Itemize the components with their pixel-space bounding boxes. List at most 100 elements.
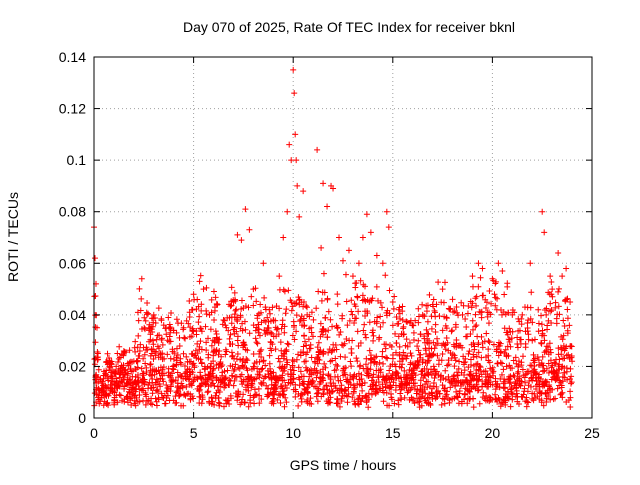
data-point bbox=[315, 349, 322, 356]
data-point bbox=[189, 306, 196, 313]
data-point bbox=[341, 388, 348, 395]
data-point bbox=[166, 333, 173, 340]
data-point bbox=[555, 370, 562, 377]
data-point bbox=[398, 330, 405, 337]
data-point bbox=[490, 341, 497, 348]
data-point bbox=[272, 346, 279, 353]
data-point bbox=[186, 298, 193, 305]
axes: 0 5 10 15 20 25 0 0.02 0.04 0.06 0.08 0.1 0.12 0.14 bbox=[59, 49, 600, 441]
data-point bbox=[290, 318, 297, 325]
data-point bbox=[515, 368, 522, 375]
data-point bbox=[359, 292, 366, 299]
data-point bbox=[344, 399, 351, 406]
data-point bbox=[351, 398, 358, 405]
data-point bbox=[459, 311, 466, 318]
data-point bbox=[399, 303, 406, 310]
data-point bbox=[164, 351, 171, 358]
data-point bbox=[498, 348, 505, 355]
data-point bbox=[273, 384, 280, 391]
data-point bbox=[124, 395, 131, 402]
data-point bbox=[324, 386, 331, 393]
data-point bbox=[308, 324, 315, 331]
data-point bbox=[503, 363, 510, 370]
data-point bbox=[205, 351, 212, 358]
data-point bbox=[355, 343, 362, 350]
data-point bbox=[545, 383, 552, 390]
data-point bbox=[234, 231, 241, 238]
data-point bbox=[424, 330, 431, 337]
data-point bbox=[241, 318, 248, 325]
data-point bbox=[105, 392, 112, 399]
data-point bbox=[358, 371, 365, 378]
data-point bbox=[282, 394, 289, 401]
data-point bbox=[565, 351, 572, 358]
data-point bbox=[189, 328, 196, 335]
data-point bbox=[275, 355, 282, 362]
data-point bbox=[138, 379, 145, 386]
data-point bbox=[530, 357, 537, 364]
data-point bbox=[410, 367, 417, 374]
data-point bbox=[438, 342, 445, 349]
data-point bbox=[568, 342, 575, 349]
data-point bbox=[432, 329, 439, 336]
data-point bbox=[560, 317, 567, 324]
data-point bbox=[419, 301, 426, 308]
data-point bbox=[147, 336, 154, 343]
data-point bbox=[158, 336, 165, 343]
data-point bbox=[423, 308, 430, 315]
data-point bbox=[149, 390, 156, 397]
data-point bbox=[157, 364, 164, 371]
data-point bbox=[303, 398, 310, 405]
data-point bbox=[384, 402, 391, 409]
data-point bbox=[155, 354, 162, 361]
data-point bbox=[386, 367, 393, 374]
data-point bbox=[143, 309, 150, 316]
data-point bbox=[135, 383, 142, 390]
data-point bbox=[126, 389, 133, 396]
data-point bbox=[119, 379, 126, 386]
data-point bbox=[568, 343, 575, 350]
data-point bbox=[419, 359, 426, 366]
data-point bbox=[561, 322, 568, 329]
data-point bbox=[458, 398, 465, 405]
data-point bbox=[485, 352, 492, 359]
data-point bbox=[534, 393, 541, 400]
data-point bbox=[196, 400, 203, 407]
data-point bbox=[343, 392, 350, 399]
data-point bbox=[277, 383, 284, 390]
data-point bbox=[165, 365, 172, 372]
data-point bbox=[155, 305, 162, 312]
data-point bbox=[490, 368, 497, 375]
data-point bbox=[538, 321, 545, 328]
data-point bbox=[565, 397, 572, 404]
data-point bbox=[479, 378, 486, 385]
data-point bbox=[258, 366, 265, 373]
data-point bbox=[492, 375, 499, 382]
data-point bbox=[469, 317, 476, 324]
data-point bbox=[305, 336, 312, 343]
data-point bbox=[245, 304, 252, 311]
data-point bbox=[372, 382, 379, 389]
data-point bbox=[208, 394, 215, 401]
data-point bbox=[501, 384, 508, 391]
data-point bbox=[384, 372, 391, 379]
data-point bbox=[213, 389, 220, 396]
data-point bbox=[214, 301, 221, 308]
data-point bbox=[251, 360, 258, 367]
data-point bbox=[421, 386, 428, 393]
data-point bbox=[559, 394, 566, 401]
data-point bbox=[102, 392, 109, 399]
y-tick-label: 0.04 bbox=[59, 307, 86, 323]
data-point bbox=[91, 390, 98, 397]
data-point bbox=[504, 329, 511, 336]
data-point bbox=[504, 393, 511, 400]
data-point bbox=[547, 346, 554, 353]
data-point bbox=[91, 255, 98, 262]
data-point bbox=[522, 379, 529, 386]
data-point bbox=[289, 357, 296, 364]
data-point bbox=[275, 331, 282, 338]
data-point bbox=[258, 346, 265, 353]
data-point bbox=[431, 345, 438, 352]
data-point bbox=[475, 386, 482, 393]
